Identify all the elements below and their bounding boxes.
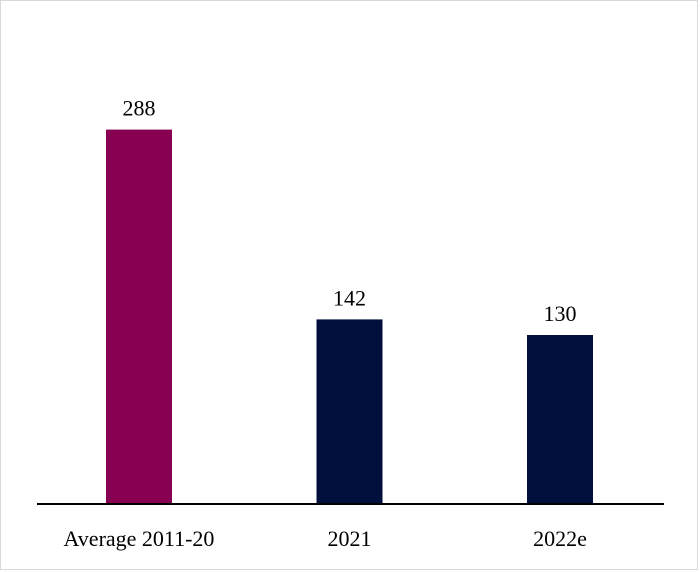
bars-group [106,129,593,504]
bar-1 [106,129,172,504]
x-tick-label-3: 2022e [533,526,587,551]
x-tick-label-2: 2021 [328,526,372,551]
bar-2 [316,319,383,504]
data-label-2: 142 [333,285,366,310]
x-tick-label-1: Average 2011-20 [64,526,215,551]
x-tick-labels-group: Average 2011-20 2021 2022e [64,526,587,551]
data-label-3: 130 [544,301,577,326]
data-labels-group: 288 142 130 [123,96,577,326]
bar-3 [527,335,593,504]
data-label-1: 288 [123,96,156,121]
